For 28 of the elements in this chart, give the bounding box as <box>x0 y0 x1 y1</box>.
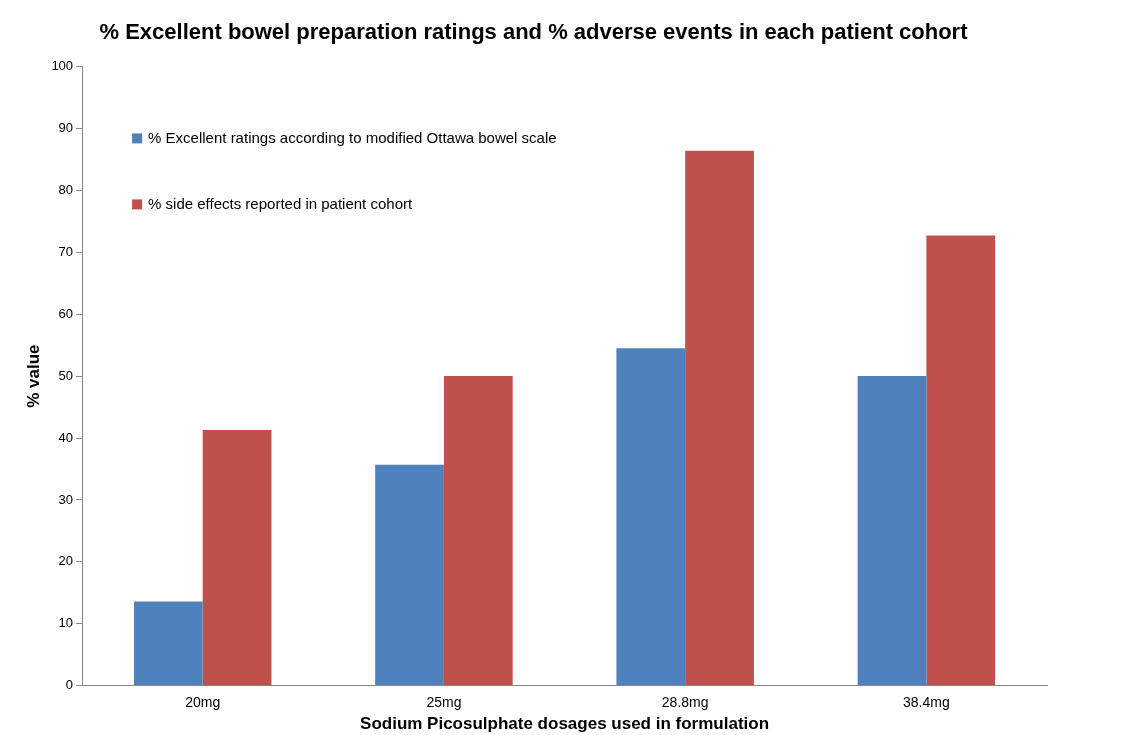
x-tick-label: 20mg <box>185 694 221 711</box>
y-tick-label: 10 <box>58 615 74 631</box>
y-tick-label: 0 <box>65 677 74 693</box>
y-tick-label: 80 <box>58 181 74 197</box>
x-tick-label: 28.8mg <box>661 694 709 711</box>
chart-title: % Excellent bowel preparation ratings and % adverse events in each patient cohort <box>99 19 969 45</box>
bar <box>202 429 272 686</box>
y-tick-label: 100 <box>51 57 74 73</box>
bar <box>616 348 686 686</box>
legend-label: % Excellent ratings according to modified Ottawa bowel scale <box>148 128 557 146</box>
bar <box>926 235 996 686</box>
x-axis-title: Sodium Picosulphate dosages used in formulation <box>360 714 770 734</box>
y-tick-label: 20 <box>58 553 74 569</box>
bar <box>375 464 444 686</box>
y-tick-label: 60 <box>58 305 74 321</box>
legend-label: % side effects reported in patient cohort <box>148 194 413 212</box>
y-tick-label: 90 <box>58 119 74 135</box>
y-tick-label: 50 <box>58 367 74 383</box>
bar <box>443 376 513 686</box>
y-tick-label: 40 <box>58 429 74 445</box>
y-tick-label: 70 <box>58 243 74 259</box>
bar <box>857 376 927 686</box>
y-tick-label: 30 <box>58 491 74 507</box>
y-axis-title: % value <box>23 344 43 408</box>
bar <box>133 601 203 686</box>
x-tick-label: 25mg <box>426 694 462 711</box>
bar <box>685 150 754 686</box>
x-tick-label: 38.4mg <box>903 694 950 711</box>
